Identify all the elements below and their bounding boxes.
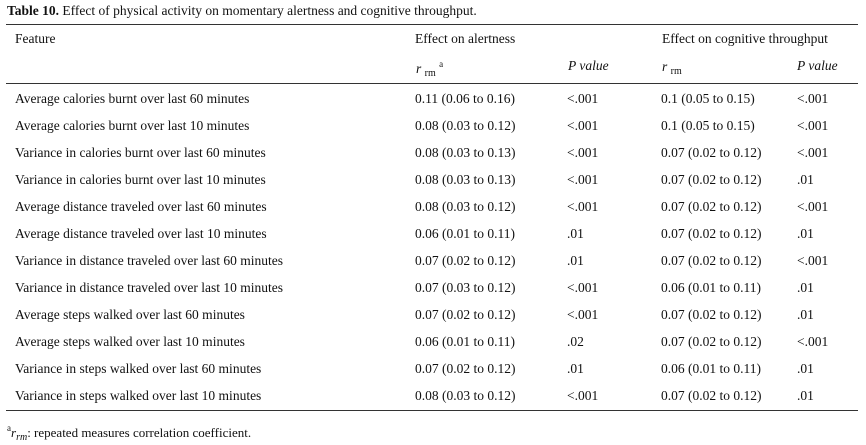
feature-cell: Variance in distance traveled over last … bbox=[15, 253, 284, 268]
p-throughput-cell: .01 bbox=[797, 280, 814, 295]
p-alertness-cell: .02 bbox=[567, 334, 584, 349]
feature-cell: Average calories burnt over last 60 minu… bbox=[15, 91, 250, 106]
r-alertness-cell: 0.08 (0.03 to 0.12) bbox=[415, 199, 516, 214]
p-alertness-cell: <.001 bbox=[567, 91, 599, 106]
header-feature: Feature bbox=[15, 31, 56, 46]
r-alertness-cell: 0.08 (0.03 to 0.13) bbox=[415, 172, 516, 187]
p-alertness-cell: <.001 bbox=[567, 118, 599, 133]
p-throughput-cell: .01 bbox=[797, 361, 814, 376]
header-rule bbox=[6, 83, 858, 84]
p-throughput-cell: <.001 bbox=[797, 253, 829, 268]
p-throughput-cell: .01 bbox=[797, 172, 814, 187]
feature-cell: Average steps walked over last 60 minute… bbox=[15, 307, 245, 322]
header-p-alertness: P value bbox=[568, 58, 609, 73]
r-alertness-cell: 0.07 (0.02 to 0.12) bbox=[415, 253, 516, 268]
feature-cell: Variance in calories burnt over last 10 … bbox=[15, 172, 266, 187]
r-alertness-cell: 0.07 (0.02 to 0.12) bbox=[415, 307, 516, 322]
feature-cell: Variance in distance traveled over last … bbox=[15, 280, 284, 295]
feature-cell: Average distance traveled over last 60 m… bbox=[15, 199, 267, 214]
p-alertness-cell: <.001 bbox=[567, 145, 599, 160]
p-alertness-cell: .01 bbox=[567, 361, 584, 376]
r-throughput-cell: 0.1 (0.05 to 0.15) bbox=[661, 91, 755, 106]
r-throughput-cell: 0.07 (0.02 to 0.12) bbox=[661, 388, 762, 403]
p-alertness-cell: <.001 bbox=[567, 388, 599, 403]
feature-cell: Variance in calories burnt over last 60 … bbox=[15, 145, 266, 160]
feature-cell: Average distance traveled over last 10 m… bbox=[15, 226, 267, 241]
p-throughput-cell: <.001 bbox=[797, 199, 829, 214]
r-throughput-cell: 0.1 (0.05 to 0.15) bbox=[661, 118, 755, 133]
top-rule bbox=[6, 24, 858, 25]
r-alertness-cell: 0.08 (0.03 to 0.12) bbox=[415, 118, 516, 133]
p-throughput-cell: .01 bbox=[797, 388, 814, 403]
table-title: Effect of physical activity on momentary… bbox=[62, 3, 477, 18]
r-alertness-cell: 0.06 (0.01 to 0.11) bbox=[415, 226, 515, 241]
p-throughput-cell: .01 bbox=[797, 307, 814, 322]
feature-cell: Average steps walked over last 10 minute… bbox=[15, 334, 245, 349]
p-alertness-cell: <.001 bbox=[567, 307, 599, 322]
r-throughput-cell: 0.07 (0.02 to 0.12) bbox=[661, 199, 762, 214]
feature-cell: Variance in steps walked over last 10 mi… bbox=[15, 388, 262, 403]
p-throughput-cell: .01 bbox=[797, 226, 814, 241]
header-r-alertness: r rm a bbox=[416, 59, 444, 79]
r-alertness-cell: 0.07 (0.03 to 0.12) bbox=[415, 280, 516, 295]
r-throughput-cell: 0.07 (0.02 to 0.12) bbox=[661, 334, 762, 349]
feature-cell: Variance in steps walked over last 60 mi… bbox=[15, 361, 262, 376]
r-alertness-cell: 0.11 (0.06 to 0.16) bbox=[415, 91, 515, 106]
p-alertness-cell: .01 bbox=[567, 253, 584, 268]
header-p-throughput: P value bbox=[797, 58, 838, 73]
r-alertness-cell: 0.07 (0.02 to 0.12) bbox=[415, 361, 516, 376]
p-throughput-cell: <.001 bbox=[797, 118, 829, 133]
header-r-throughput: r rm bbox=[662, 59, 682, 77]
r-throughput-cell: 0.07 (0.02 to 0.12) bbox=[661, 307, 762, 322]
p-alertness-cell: .01 bbox=[567, 226, 584, 241]
r-alertness-cell: 0.08 (0.03 to 0.13) bbox=[415, 145, 516, 160]
r-throughput-cell: 0.06 (0.01 to 0.11) bbox=[661, 361, 761, 376]
footnote: arrm: repeated measures correlation coef… bbox=[7, 423, 252, 443]
r-throughput-cell: 0.07 (0.02 to 0.12) bbox=[661, 172, 762, 187]
p-throughput-cell: <.001 bbox=[797, 334, 829, 349]
p-alertness-cell: <.001 bbox=[567, 172, 599, 187]
header-alertness: Effect on alertness bbox=[415, 31, 516, 46]
feature-cell: Average calories burnt over last 10 minu… bbox=[15, 118, 250, 133]
header-throughput: Effect on cognitive throughput bbox=[662, 31, 828, 46]
p-throughput-cell: <.001 bbox=[797, 145, 829, 160]
r-alertness-cell: 0.06 (0.01 to 0.11) bbox=[415, 334, 515, 349]
r-throughput-cell: 0.06 (0.01 to 0.11) bbox=[661, 280, 761, 295]
table-label: Table 10. bbox=[7, 3, 60, 18]
r-throughput-cell: 0.07 (0.02 to 0.12) bbox=[661, 226, 762, 241]
p-throughput-cell: <.001 bbox=[797, 91, 829, 106]
p-alertness-cell: <.001 bbox=[567, 280, 599, 295]
table-caption: Table 10. Effect of physical activity on… bbox=[7, 3, 477, 19]
r-throughput-cell: 0.07 (0.02 to 0.12) bbox=[661, 253, 762, 268]
p-alertness-cell: <.001 bbox=[567, 199, 599, 214]
r-throughput-cell: 0.07 (0.02 to 0.12) bbox=[661, 145, 762, 160]
r-alertness-cell: 0.08 (0.03 to 0.12) bbox=[415, 388, 516, 403]
bottom-rule bbox=[6, 410, 858, 411]
